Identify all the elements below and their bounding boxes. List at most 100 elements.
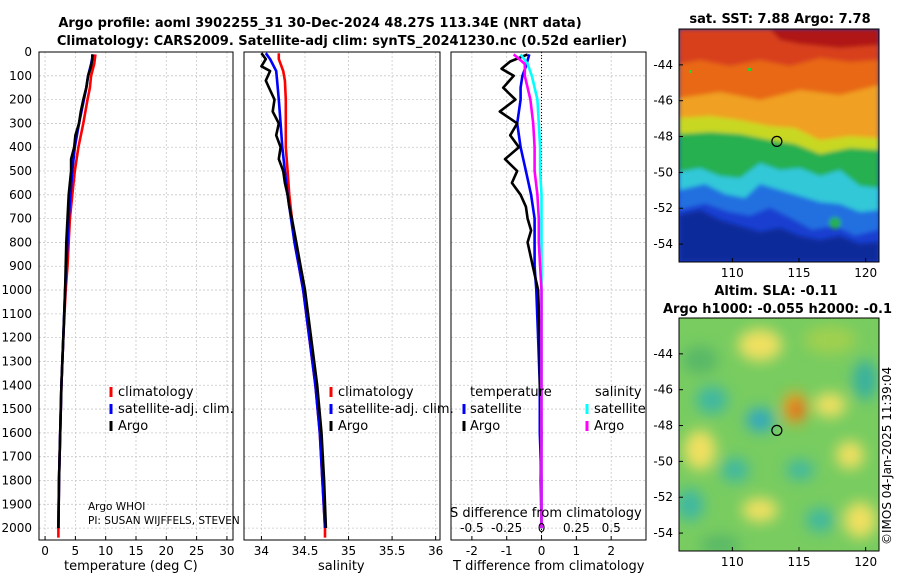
map-frame (678, 317, 880, 552)
x-tick-label: 0 (41, 544, 49, 558)
difference-xlabel: T difference from climatology (452, 559, 645, 574)
salinity-legend-sat: satellite-adj. clim. (338, 402, 454, 417)
map-y-tick-label: -48 (653, 419, 673, 433)
map-y-tick-label: -48 (653, 130, 673, 144)
depth-tick-label: 1600 (1, 426, 32, 440)
diff-legend-temp-sat: satellite (470, 402, 522, 417)
x2-tick-label: -0.25 (491, 521, 522, 535)
sla-map-axes: 110 115 120 -44 -46 -48 -50 -52 -54 (653, 317, 880, 569)
series-diff-1 (498, 53, 543, 529)
x-tick-label: 5 (72, 544, 80, 558)
axes-frame (38, 51, 234, 541)
title-line-1: Argo profile: aoml 3902255_31 30-Dec-202… (58, 16, 581, 31)
series-diff-3 (512, 53, 543, 529)
x-tick-label: 34 (254, 544, 269, 558)
difference-panel: -2 -1 0 1 2 (450, 51, 647, 558)
diff-legend-salinity-heading: salinity (595, 385, 642, 400)
temperature-legend: climatology satellite-adj. clim. Argo (109, 385, 234, 434)
sla-map-image (679, 318, 879, 551)
map-y-tick-label: -52 (653, 201, 673, 215)
sla-map-title-1: Altim. SLA: -0.11 (714, 284, 837, 299)
temperature-xlabel: temperature (deg C) (64, 559, 198, 574)
x2-tick-label: -0.5 (460, 521, 483, 535)
x-tick-label: 2 (607, 544, 615, 558)
map-y-tick-label: -44 (653, 347, 673, 361)
depth-tick-label: 1000 (1, 283, 32, 297)
depth-tick-label: 1800 (1, 473, 32, 487)
salinity-xlabel: salinity (318, 559, 365, 574)
map-x-tick-label: 110 (721, 266, 744, 280)
map-y-tick-label: -54 (653, 237, 673, 251)
sst-map-image (679, 29, 879, 262)
temperature-legend-argo: Argo (118, 419, 148, 434)
argo-pi-note: PI: SUSAN WIJFFELS, STEVEN (88, 515, 240, 527)
map-x-tick-label: 115 (788, 266, 811, 280)
x2-tick-label: 0 (538, 521, 546, 535)
imos-timestamp: ©IMOS 04-Jan-2025 11:39:04 (880, 367, 894, 545)
depth-tick-label: 300 (9, 116, 32, 130)
diff-legend-temperature-heading: temperature (470, 385, 552, 400)
diff-legend-sal-sat: satellite (594, 402, 646, 417)
map-frame (678, 28, 880, 263)
series-sal-2 (260, 52, 328, 529)
map-x-tick-label: 110 (721, 555, 744, 569)
axes-frame (450, 51, 647, 541)
difference-x2-ticks: -0.5 -0.25 0 0.25 0.5 (460, 521, 621, 535)
sst-map-argo-marker (771, 135, 783, 147)
depth-tick-label: 1100 (1, 307, 32, 321)
map-y-tick-label: -50 (653, 454, 673, 468)
sla-map-title-2: Argo h1000: -0.055 h2000: -0.1 (663, 302, 892, 317)
x-tick-label: 25 (189, 544, 204, 558)
map-y-tick-label: -46 (653, 94, 673, 108)
depth-tick-label: 1200 (1, 331, 32, 345)
axes-frame (243, 51, 441, 541)
map-y-tick-label: -46 (653, 383, 673, 397)
x-tick-label: 35 (341, 544, 356, 558)
sst-map-title: sat. SST: 7.88 Argo: 7.78 (689, 12, 870, 27)
series-temp-2 (57, 54, 94, 529)
depth-tick-label: 1300 (1, 354, 32, 368)
depth-tick-label: 200 (9, 93, 32, 107)
difference-legend: temperature satellite Argo salinity sate… (462, 385, 646, 434)
sst-map-axes: 110 115 120 -44 -46 -48 -50 -52 -54 (653, 28, 880, 280)
temperature-legend-sat: satellite-adj. clim. (118, 402, 234, 417)
x-tick-label: 30 (219, 544, 234, 558)
map-y-tick-label: -54 (653, 526, 673, 540)
x-tick-label: 1 (573, 544, 581, 558)
depth-tick-label: 1900 (1, 497, 32, 511)
sla-map-argo-marker (771, 424, 783, 436)
depth-tick-label: 400 (9, 140, 32, 154)
depth-tick-label: 500 (9, 164, 32, 178)
x-tick-label: 10 (98, 544, 113, 558)
temperature-legend-clim: climatology (118, 385, 194, 400)
depth-tick-label: 1500 (1, 402, 32, 416)
x-tick-label: 15 (128, 544, 143, 558)
x-tick-label: -1 (501, 544, 513, 558)
x-tick-label: -2 (466, 544, 478, 558)
argo-institution-note: Argo WHOI (88, 501, 145, 513)
depth-tick-label: 0 (24, 45, 32, 59)
salinity-legend: climatology satellite-adj. clim. Argo (329, 385, 454, 434)
map-y-tick-label: -50 (653, 165, 673, 179)
salinity-panel: 34 34.5 35 35.5 36 (243, 51, 443, 558)
depth-tick-label: 800 (9, 235, 32, 249)
x-tick-label: 36 (428, 544, 443, 558)
temperature-panel: 0100200300400500600700800900100011001200… (1, 45, 234, 558)
map-y-tick-label: -52 (653, 490, 673, 504)
x-tick-label: 35.5 (379, 544, 406, 558)
depth-tick-label: 600 (9, 188, 32, 202)
map-y-tick-label: -44 (653, 58, 673, 72)
diff-legend-sal-argo: Argo (594, 419, 624, 434)
series-sal-0 (277, 53, 327, 538)
salinity-legend-argo: Argo (338, 419, 368, 434)
difference-x2label: S difference from climatology (450, 506, 642, 521)
depth-tick-label: 100 (9, 69, 32, 83)
depth-tick-label: 2000 (1, 521, 32, 535)
depth-tick-label: 1700 (1, 450, 32, 464)
map-x-tick-label: 120 (854, 266, 877, 280)
x2-tick-label: 0.5 (602, 521, 621, 535)
x-tick-label: 20 (159, 544, 174, 558)
depth-tick-label: 700 (9, 212, 32, 226)
x-tick-label: 0 (538, 544, 546, 558)
